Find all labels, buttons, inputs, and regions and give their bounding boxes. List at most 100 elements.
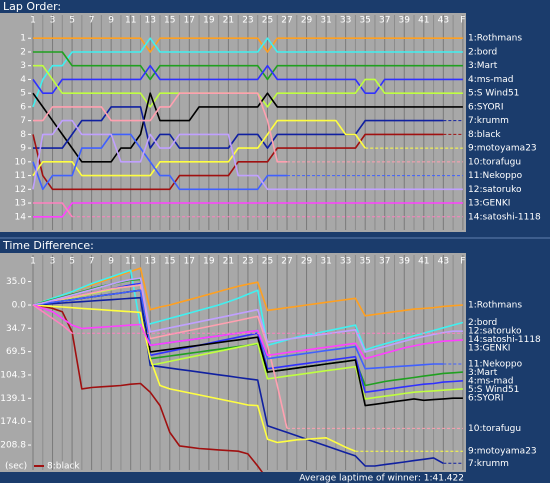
x-tick-label: 41 (418, 257, 429, 267)
series-line (32, 277, 463, 353)
x-tick-label: 37 (379, 257, 390, 267)
x-tick-label: 39 (399, 16, 411, 26)
series-line (33, 106, 444, 149)
series-line (32, 133, 287, 191)
series-line (33, 51, 463, 81)
legend-label: 14:satoshi-1118 (468, 212, 541, 222)
series-group (32, 37, 463, 218)
y-tick-label: 11 (15, 171, 26, 181)
legend-label: 13:GENKI (468, 344, 510, 354)
x-tick-label: 9 (108, 16, 114, 26)
legend-label: 14:satoshi-1118 (468, 335, 541, 345)
legend-label: 13:GENKI (468, 199, 510, 209)
x-tick-label: 33 (340, 257, 351, 267)
y-tick-label: 2 (20, 47, 26, 57)
footnote: Average laptime of winner: 1:41.422 (299, 474, 464, 483)
x-tick-label: 3 (50, 16, 56, 26)
y-tick-label: 7 (20, 116, 26, 126)
y-tick-label: 35.0 (6, 277, 26, 287)
legend-label: 3:Mart (468, 368, 498, 378)
x-tick-label: 27 (281, 257, 292, 267)
x-tick-label: 23 (242, 16, 253, 26)
series-line (32, 267, 463, 317)
series-line (33, 202, 73, 218)
series-line (33, 92, 287, 163)
x-tick-label: 1 (30, 16, 36, 26)
x-tick-label: 9 (108, 257, 114, 267)
legend-label: 4:ms-mad (468, 75, 513, 85)
x-tick-label: 15 (164, 16, 175, 26)
plot-area (0, 13, 466, 232)
x-tick-label: 17 (184, 16, 195, 26)
x-tick-label: 3 (50, 257, 56, 267)
legend-label: 7:krumm (468, 116, 509, 126)
legend-label: 1:Rothmans (468, 301, 522, 311)
series-line (32, 37, 463, 108)
legend-label: 10:torafugu (468, 157, 521, 167)
x-tick-label: 29 (301, 257, 313, 267)
legend-label: 5:S Wind51 (468, 89, 519, 99)
series-line (32, 284, 288, 429)
y-tick-label: 14 (15, 212, 27, 222)
legend-label: 8:black (468, 130, 501, 140)
x-tick-label: 33 (340, 16, 351, 26)
y-tick-label: 69.5 (6, 347, 26, 357)
y-tick-label: 104.3 (0, 370, 26, 380)
y-tick-label: 3 (20, 61, 26, 71)
y-tick-label: 6 (20, 102, 26, 112)
x-tick-label: F (460, 257, 465, 267)
x-tick-label: 35 (359, 16, 370, 26)
x-tick-label: 27 (281, 16, 292, 26)
y-tick-label: 8 (20, 130, 26, 140)
x-tick-label: 13 (145, 16, 156, 26)
series-line (32, 92, 463, 163)
chart-title: Lap Order: (3, 0, 61, 13)
legend-label: 9:motoyama23 (468, 144, 537, 154)
legend-label: 12:satoruko (468, 185, 522, 195)
x-tick-label: 11 (125, 16, 136, 26)
y-tick-label: 9 (20, 144, 26, 154)
y-tick-label: 10 (15, 157, 27, 167)
x-tick-label: 35 (359, 257, 370, 267)
series-line (32, 304, 356, 452)
x-tick-label: F (460, 16, 465, 26)
x-tick-label: 25 (262, 257, 273, 267)
series-group (32, 267, 464, 472)
x-tick-label: 21 (223, 257, 234, 267)
legend-label: 1:Rothmans (468, 34, 522, 44)
x-tick-label: 25 (262, 16, 273, 26)
y-tick-label: 139.1 (0, 394, 26, 404)
y-tick-label: 4 (20, 75, 26, 85)
legend-label: 8:black (47, 462, 80, 472)
legend-label: 11:Nekoppo (468, 360, 523, 370)
x-tick-label: 19 (203, 16, 215, 26)
legend-label: 7:krumm (468, 459, 509, 469)
plot-area (0, 253, 466, 472)
series-line (32, 304, 264, 472)
x-tick-label: 17 (184, 257, 195, 267)
legend-label: 6:SYORI (468, 102, 503, 112)
y-tick-label: 0.0 (12, 301, 27, 311)
legend-label: 10:torafugu (468, 424, 521, 434)
series-line (32, 119, 463, 191)
y-tick-label: 34.7 (6, 324, 26, 334)
legend-label: 4:ms-mad (468, 377, 513, 387)
legend-label: 11:Nekoppo (468, 171, 523, 181)
legend-label: 3:Mart (468, 61, 498, 71)
x-tick-label: 41 (418, 16, 429, 26)
x-tick-label: 5 (69, 16, 75, 26)
x-tick-label: 5 (69, 257, 75, 267)
legend-label: 9:motoyama23 (468, 447, 537, 457)
x-tick-label: 31 (320, 257, 331, 267)
y-tick-label: 5 (20, 89, 26, 99)
x-tick-label: 1 (30, 257, 36, 267)
legend-label: 2:bord (468, 318, 497, 328)
series-line (32, 133, 444, 191)
y-tick-label: 208.8 (0, 441, 26, 451)
x-tick-label: 15 (164, 257, 175, 267)
x-tick-label: 19 (203, 257, 215, 267)
series-line (32, 304, 463, 360)
y-axis-label: (sec) (5, 462, 27, 472)
x-tick-label: 11 (125, 257, 136, 267)
